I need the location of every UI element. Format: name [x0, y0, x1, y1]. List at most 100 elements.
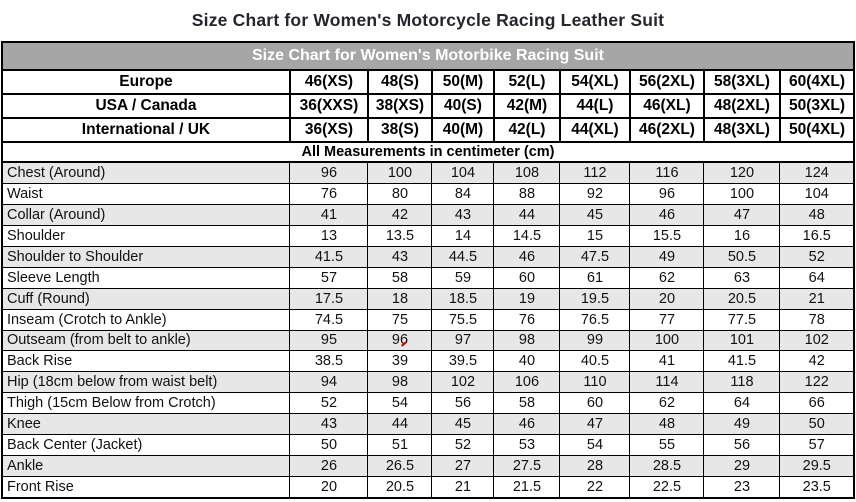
- value-cell: 52: [289, 392, 369, 415]
- measurement-row: Thigh (15cm Below from Crotch) 52 54 56 58 60…: [1, 392, 855, 415]
- measurement-label: Inseam (Crotch to Ankle): [1, 308, 291, 331]
- value-cell: 58: [367, 266, 433, 289]
- value-cell: 102: [431, 371, 495, 394]
- measurement-label: Cuff (Round): [1, 287, 291, 310]
- size-system-row: International / UK 36(XS) 38(S) 40(M) 42(L) 4…: [0, 117, 856, 144]
- size-system-row: Europe 46(XS) 48(S) 50(M) 52(L) 54(XL) 56(2XL)…: [0, 69, 856, 96]
- measurement-row: Back Center (Jacket) 50 51 52 53 54 55 56 57: [1, 434, 855, 456]
- measurement-label: Back Rise: [1, 350, 291, 373]
- value-cell: 62: [629, 392, 705, 415]
- value-cell: 20.5: [703, 287, 781, 310]
- measurement-label: Thigh (15cm Below from Crotch): [1, 392, 291, 415]
- value-cell: 75: [367, 308, 433, 331]
- measurement-row: Sleeve Length 57 58 59 60 61 62 63 64: [1, 266, 855, 289]
- value-cell: 74.5: [289, 308, 369, 331]
- value-cell: 48(3XL): [702, 117, 781, 144]
- value-cell: 48(2XL): [702, 93, 781, 120]
- value-cell: 14: [431, 224, 495, 247]
- value-cell: 20: [629, 287, 705, 310]
- value-cell: 21.5: [493, 475, 561, 499]
- value-cell: 52(L): [492, 69, 561, 96]
- value-cell: 56: [703, 434, 781, 456]
- value-cell: 78: [779, 308, 855, 331]
- size-chart-table-body: Size Chart for Women's Motorbike Racing …: [0, 40, 856, 499]
- value-cell: 122: [779, 371, 855, 394]
- measurement-row: Outseam (from belt to ankle) 95 96 97 98 99 10…: [1, 329, 855, 352]
- value-cell: 77: [629, 308, 705, 331]
- value-cell: 23.5: [779, 475, 855, 499]
- value-cell: 77.5: [703, 308, 781, 331]
- value-cell: 64: [703, 392, 781, 415]
- measurement-row: Inseam (Crotch to Ankle) 74.5 75 75.5 76 76.5…: [1, 308, 855, 331]
- measurement-label: Sleeve Length: [1, 266, 291, 289]
- value-cell: 38(S): [366, 117, 433, 144]
- measurement-row: Hip (18cm below from waist belt) 94 98 102 1…: [1, 371, 855, 394]
- value-cell: 15.5: [629, 224, 705, 247]
- value-cell: 56: [431, 392, 495, 415]
- value-cell: 43: [431, 204, 495, 226]
- measurement-label: Knee: [1, 413, 291, 436]
- value-cell: 36(XXS): [288, 93, 369, 120]
- value-cell: 46: [629, 204, 705, 226]
- value-cell: 19.5: [559, 287, 631, 310]
- measurement-label: Front Rise: [1, 475, 291, 499]
- value-cell: 96: [289, 161, 369, 185]
- value-cell: 110: [559, 371, 631, 394]
- measurement-row: Shoulder to Shoulder 41.5 43 44.5 46 47.5 49 50…: [1, 245, 855, 268]
- value-cell: 98: [367, 371, 433, 394]
- measurement-label: Waist: [1, 183, 291, 206]
- value-cell: 52: [779, 245, 855, 268]
- value-cell: 16: [703, 224, 781, 247]
- value-cell: 63: [703, 266, 781, 289]
- table-banner-title: Size Chart for Women's Motorbike Racing …: [0, 40, 856, 72]
- value-cell: 84: [431, 183, 495, 206]
- value-cell: 50(M): [430, 69, 495, 96]
- value-cell: 58(3XL): [702, 69, 781, 96]
- size-system-label: USA / Canada: [0, 93, 291, 120]
- value-cell: 38.5: [289, 350, 369, 373]
- measurement-row: Ankle 26 26.5 27 27.5 28 28.5 29 29.5: [1, 454, 855, 477]
- value-cell: 47.5: [559, 245, 631, 268]
- value-cell: 46(XL): [628, 93, 705, 120]
- value-cell: 53: [493, 434, 561, 456]
- value-cell: 40(M): [430, 117, 495, 144]
- value-cell: 19: [493, 287, 561, 310]
- value-cell: 41: [629, 350, 705, 373]
- value-cell: 54(XL): [558, 69, 631, 96]
- value-cell: 52: [431, 434, 495, 456]
- value-cell: 44(XL): [558, 117, 631, 144]
- value-cell: 76: [289, 183, 369, 206]
- value-cell: 20: [289, 475, 369, 499]
- value-cell: 49: [629, 245, 705, 268]
- value-cell: 76.5: [559, 308, 631, 331]
- measurement-row: Shoulder 13 13.5 14 14.5 15 15.5 16 16.5: [1, 224, 855, 247]
- value-cell: 28: [559, 454, 631, 477]
- value-cell: 27.5: [493, 454, 561, 477]
- value-cell: 49: [703, 413, 781, 436]
- value-cell: 104: [779, 183, 855, 206]
- value-cell: 101: [703, 329, 781, 352]
- value-cell: 48(S): [366, 69, 433, 96]
- value-cell: 88: [493, 183, 561, 206]
- value-cell: 100: [703, 183, 781, 206]
- value-cell: 41.5: [703, 350, 781, 373]
- value-cell: 22: [559, 475, 631, 499]
- measurement-row: Front Rise 20 20.5 21 21.5 22 22.5 23 23.5: [1, 475, 855, 499]
- measurement-row: Collar (Around) 41 42 43 44 45 46 47 48: [1, 204, 855, 226]
- value-cell: 18.5: [431, 287, 495, 310]
- value-cell: 16.5: [779, 224, 855, 247]
- value-cell: 76: [493, 308, 561, 331]
- value-cell: 17.5: [289, 287, 369, 310]
- value-cell: 44(L): [558, 93, 631, 120]
- value-cell: 64: [779, 266, 855, 289]
- value-cell: 48: [779, 204, 855, 226]
- value-cell: 46: [493, 245, 561, 268]
- value-cell: 50: [289, 434, 369, 456]
- value-cell: 44.5: [431, 245, 495, 268]
- value-cell: 29.5: [779, 454, 855, 477]
- value-cell: 116: [629, 161, 705, 185]
- value-cell: 92: [559, 183, 631, 206]
- value-cell: 41.5: [289, 245, 369, 268]
- value-cell: 42(L): [492, 117, 561, 144]
- value-cell: 44: [493, 204, 561, 226]
